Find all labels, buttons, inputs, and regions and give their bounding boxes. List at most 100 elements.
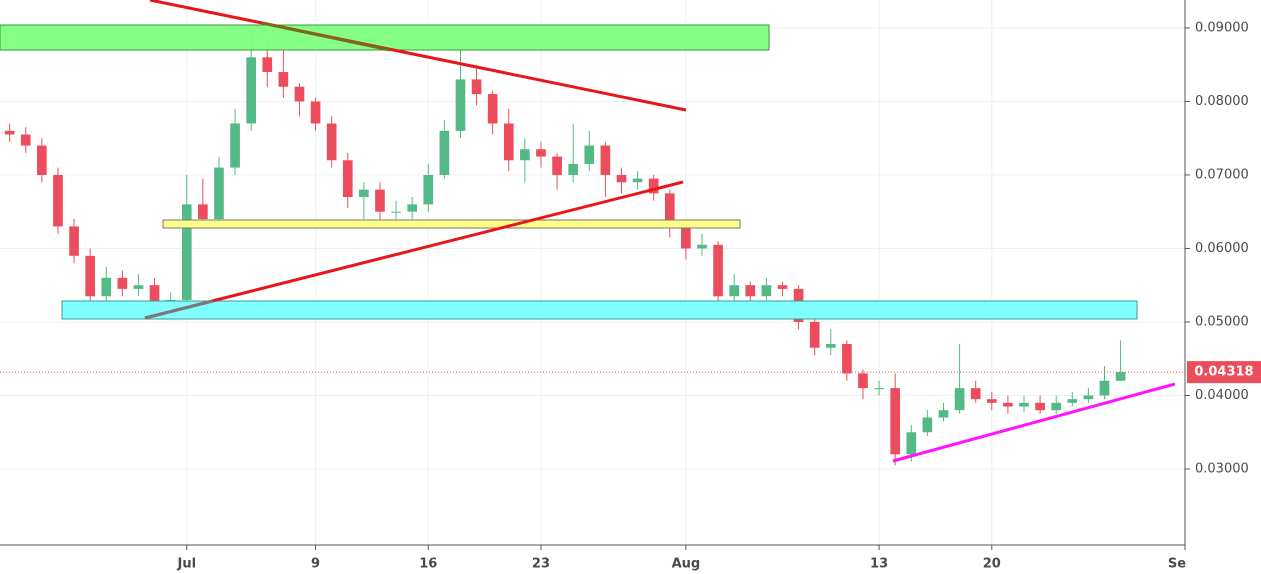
candle-body — [938, 410, 949, 418]
candle-body — [455, 79, 466, 131]
candle-body — [85, 255, 95, 297]
x-tick-label: Se — [1168, 557, 1186, 572]
candle-body — [777, 285, 788, 289]
axes — [0, 0, 1186, 546]
candle-body — [1035, 402, 1045, 411]
x-tick-label: 9 — [311, 557, 320, 572]
candle-body — [407, 204, 418, 212]
candle-body — [1099, 380, 1110, 396]
resistance-zone — [0, 24, 770, 51]
candle-body — [487, 94, 498, 124]
candle-body — [1051, 402, 1062, 411]
candle-body — [552, 156, 562, 175]
candle-body — [439, 130, 450, 175]
candle-body — [69, 226, 79, 256]
candle-body — [1067, 399, 1078, 403]
candle-body — [310, 101, 321, 124]
x-tick-label: 23 — [532, 557, 550, 572]
last-price: 0.04318 — [0, 361, 1261, 384]
candle-body — [37, 145, 47, 175]
candle-body — [954, 388, 965, 411]
candles — [4, 27, 1126, 466]
y-tick-label: 0.08000 — [1195, 94, 1249, 109]
candle-body — [1003, 402, 1013, 407]
last-price-box — [1187, 361, 1261, 384]
candle-body — [745, 285, 756, 297]
candle-body — [423, 174, 434, 205]
candle-body — [503, 123, 514, 161]
y-tick-label: 0.09000 — [1195, 20, 1249, 35]
candle-body — [632, 178, 643, 183]
candle-body — [4, 130, 15, 135]
candle-body — [198, 204, 208, 220]
candle-body — [536, 149, 546, 157]
candle-body — [230, 123, 240, 168]
trend-line — [144, 299, 214, 320]
candle-body — [906, 432, 917, 455]
candle-body — [600, 145, 611, 175]
candle-body — [1019, 402, 1029, 407]
candle-body — [1083, 395, 1094, 400]
candle-body — [375, 189, 385, 212]
candle-body — [214, 167, 224, 220]
candle-body — [294, 86, 305, 102]
candle-body — [53, 174, 63, 227]
candle-body — [874, 388, 884, 390]
candle-body — [278, 72, 289, 87]
y-tick-label: 0.03000 — [1195, 461, 1249, 476]
ticks: 0.03000 0.04000 0.05000 0.06000 0.07000 0.080… — [176, 20, 1248, 571]
candle-body — [262, 57, 273, 73]
support-zone — [61, 300, 1138, 320]
candle-body — [520, 149, 530, 161]
candle-body — [842, 344, 852, 374]
trend-line — [892, 382, 1176, 463]
candle-body — [986, 399, 997, 403]
candle-body — [890, 388, 901, 455]
grid — [0, 0, 1186, 545]
x-tick-label: Jul — [176, 557, 196, 572]
candle-body — [246, 57, 256, 124]
trend-line — [149, 0, 687, 112]
y-tick-label: 0.04000 — [1195, 388, 1249, 403]
candle-body — [101, 277, 112, 297]
candle-body — [181, 204, 192, 300]
x-tick-label: Aug — [672, 557, 701, 572]
candle-body — [664, 193, 675, 227]
candle-body — [713, 244, 723, 297]
candle-body — [922, 417, 933, 433]
candle-body — [729, 285, 740, 297]
candle-body — [117, 277, 128, 289]
x-tick-label: 16 — [419, 557, 437, 572]
y-tick-label: 0.05000 — [1195, 314, 1249, 329]
trend-line — [261, 21, 391, 52]
candle-body — [359, 189, 369, 198]
trend-line — [144, 180, 684, 320]
candle-body — [391, 211, 401, 213]
candle-body — [809, 321, 820, 348]
last-price-label: 0.04318 — [1194, 365, 1253, 380]
drawings — [0, 0, 1176, 463]
candle-body — [858, 373, 868, 389]
candle-body — [568, 163, 579, 175]
candle-body — [825, 344, 836, 348]
candle-body — [697, 244, 707, 249]
candle-body — [761, 285, 772, 297]
candle-body — [616, 174, 627, 183]
candle-body — [584, 145, 595, 164]
x-tick-label: 13 — [870, 557, 888, 572]
candle-body — [20, 134, 31, 146]
candle-body — [681, 226, 691, 249]
candle-body — [133, 285, 144, 289]
candle-body — [149, 285, 160, 311]
candle-body — [1115, 372, 1126, 381]
candle-body — [970, 388, 981, 400]
candle-body — [326, 123, 337, 161]
y-tick-label: 0.07000 — [1195, 167, 1249, 182]
support-zone — [162, 219, 741, 229]
x-tick-label: 20 — [983, 557, 1001, 572]
candle-body — [342, 160, 353, 198]
candle-body — [648, 178, 659, 194]
y-tick-label: 0.06000 — [1195, 241, 1249, 256]
candle-body — [471, 79, 482, 95]
